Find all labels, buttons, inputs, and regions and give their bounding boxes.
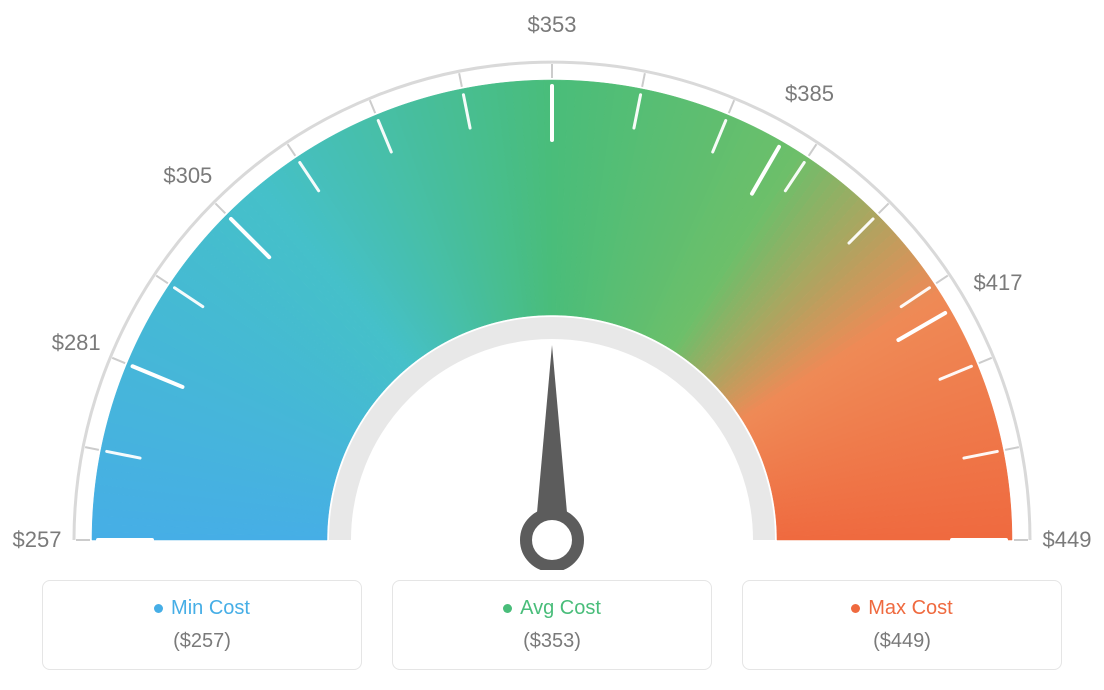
legend-label-avg: Avg Cost (520, 597, 601, 620)
legend-value-max: ($449) (755, 630, 1049, 653)
gauge-area: $257 $281 $305 $353 $385 $417 $449 (0, 0, 1104, 570)
legend-card-min: Min Cost ($257) (42, 580, 362, 670)
legend-row: Min Cost ($257) Avg Cost ($353) Max Cost… (0, 580, 1104, 670)
legend-title-avg: Avg Cost (503, 597, 601, 620)
legend-card-avg: Avg Cost ($353) (392, 580, 712, 670)
gauge-svg (0, 0, 1104, 570)
legend-dot-avg (503, 604, 512, 613)
cost-gauge-chart: $257 $281 $305 $353 $385 $417 $449 Min Cost ($… (0, 0, 1104, 690)
tick-label: $417 (974, 270, 1023, 296)
tick-label: $385 (785, 81, 834, 107)
tick-label: $353 (528, 12, 577, 38)
tick-label: $305 (163, 163, 212, 189)
legend-label-min: Min Cost (171, 597, 250, 620)
legend-label-max: Max Cost (868, 597, 952, 620)
tick-label: $281 (52, 330, 101, 356)
tick-label: $449 (1043, 527, 1092, 553)
legend-value-min: ($257) (55, 630, 349, 653)
legend-card-max: Max Cost ($449) (742, 580, 1062, 670)
legend-title-min: Min Cost (154, 597, 250, 620)
legend-dot-min (154, 604, 163, 613)
legend-dot-max (851, 604, 860, 613)
tick-label: $257 (13, 527, 62, 553)
legend-value-avg: ($353) (405, 630, 699, 653)
legend-title-max: Max Cost (851, 597, 952, 620)
